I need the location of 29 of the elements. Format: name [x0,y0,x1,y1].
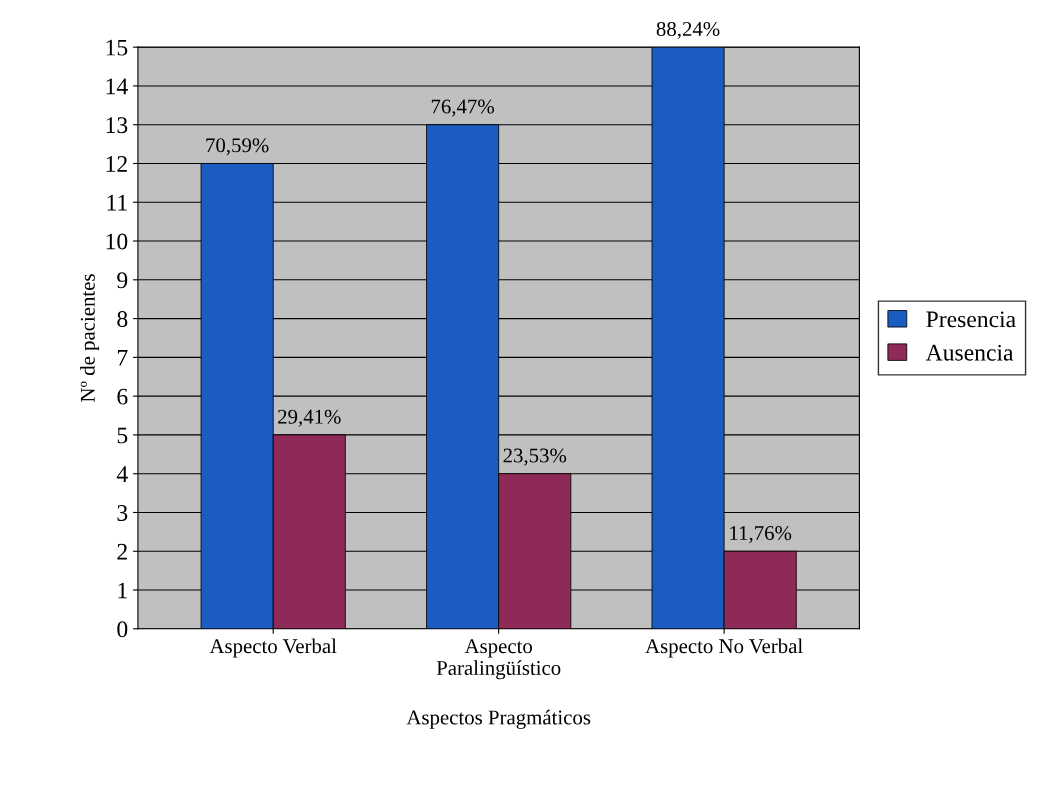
x-tick-label: Aspecto Verbal [209,638,337,658]
y-tick-label: 2 [117,543,127,560]
y-tick-label: 6 [117,388,128,405]
y-tick-label: 9 [117,272,128,289]
y-tick-label: 1 [118,582,127,599]
y-tick-label: 12 [106,156,127,172]
annotation: 88,24% [656,21,720,39]
y-tick-label: 8 [117,311,128,328]
y-tick-label: 11 [107,194,127,211]
y-tick-label: 14 [106,78,128,95]
x-tick-label: Aspecto Paralingüístico [436,639,561,680]
y-tick-label: 10 [106,233,128,250]
y-tick-label: 15 [106,39,128,56]
x-axis-title: Aspectos Pragmáticos [406,709,591,729]
y-tick-label: 7 [117,350,128,366]
annotation: 76,47% [431,99,494,117]
annotation: 29,41% [278,409,341,427]
legend-label: Presencia [926,311,1016,328]
annotation: 70,59% [206,138,269,156]
y-tick-label: 4 [116,466,128,482]
y-tick-label: 13 [106,117,128,134]
y-tick-label: 0 [117,621,128,638]
y-tick-label: 5 [117,427,128,444]
annotation: 11,76% [730,526,792,544]
y-tick-label: 3 [117,505,128,521]
y-axis-title: Nº de pacientes [80,274,100,402]
x-tick-label: Aspecto No Verbal [645,638,803,658]
legend-label: Ausencia [925,344,1014,361]
annotation: 23,53% [503,448,567,466]
